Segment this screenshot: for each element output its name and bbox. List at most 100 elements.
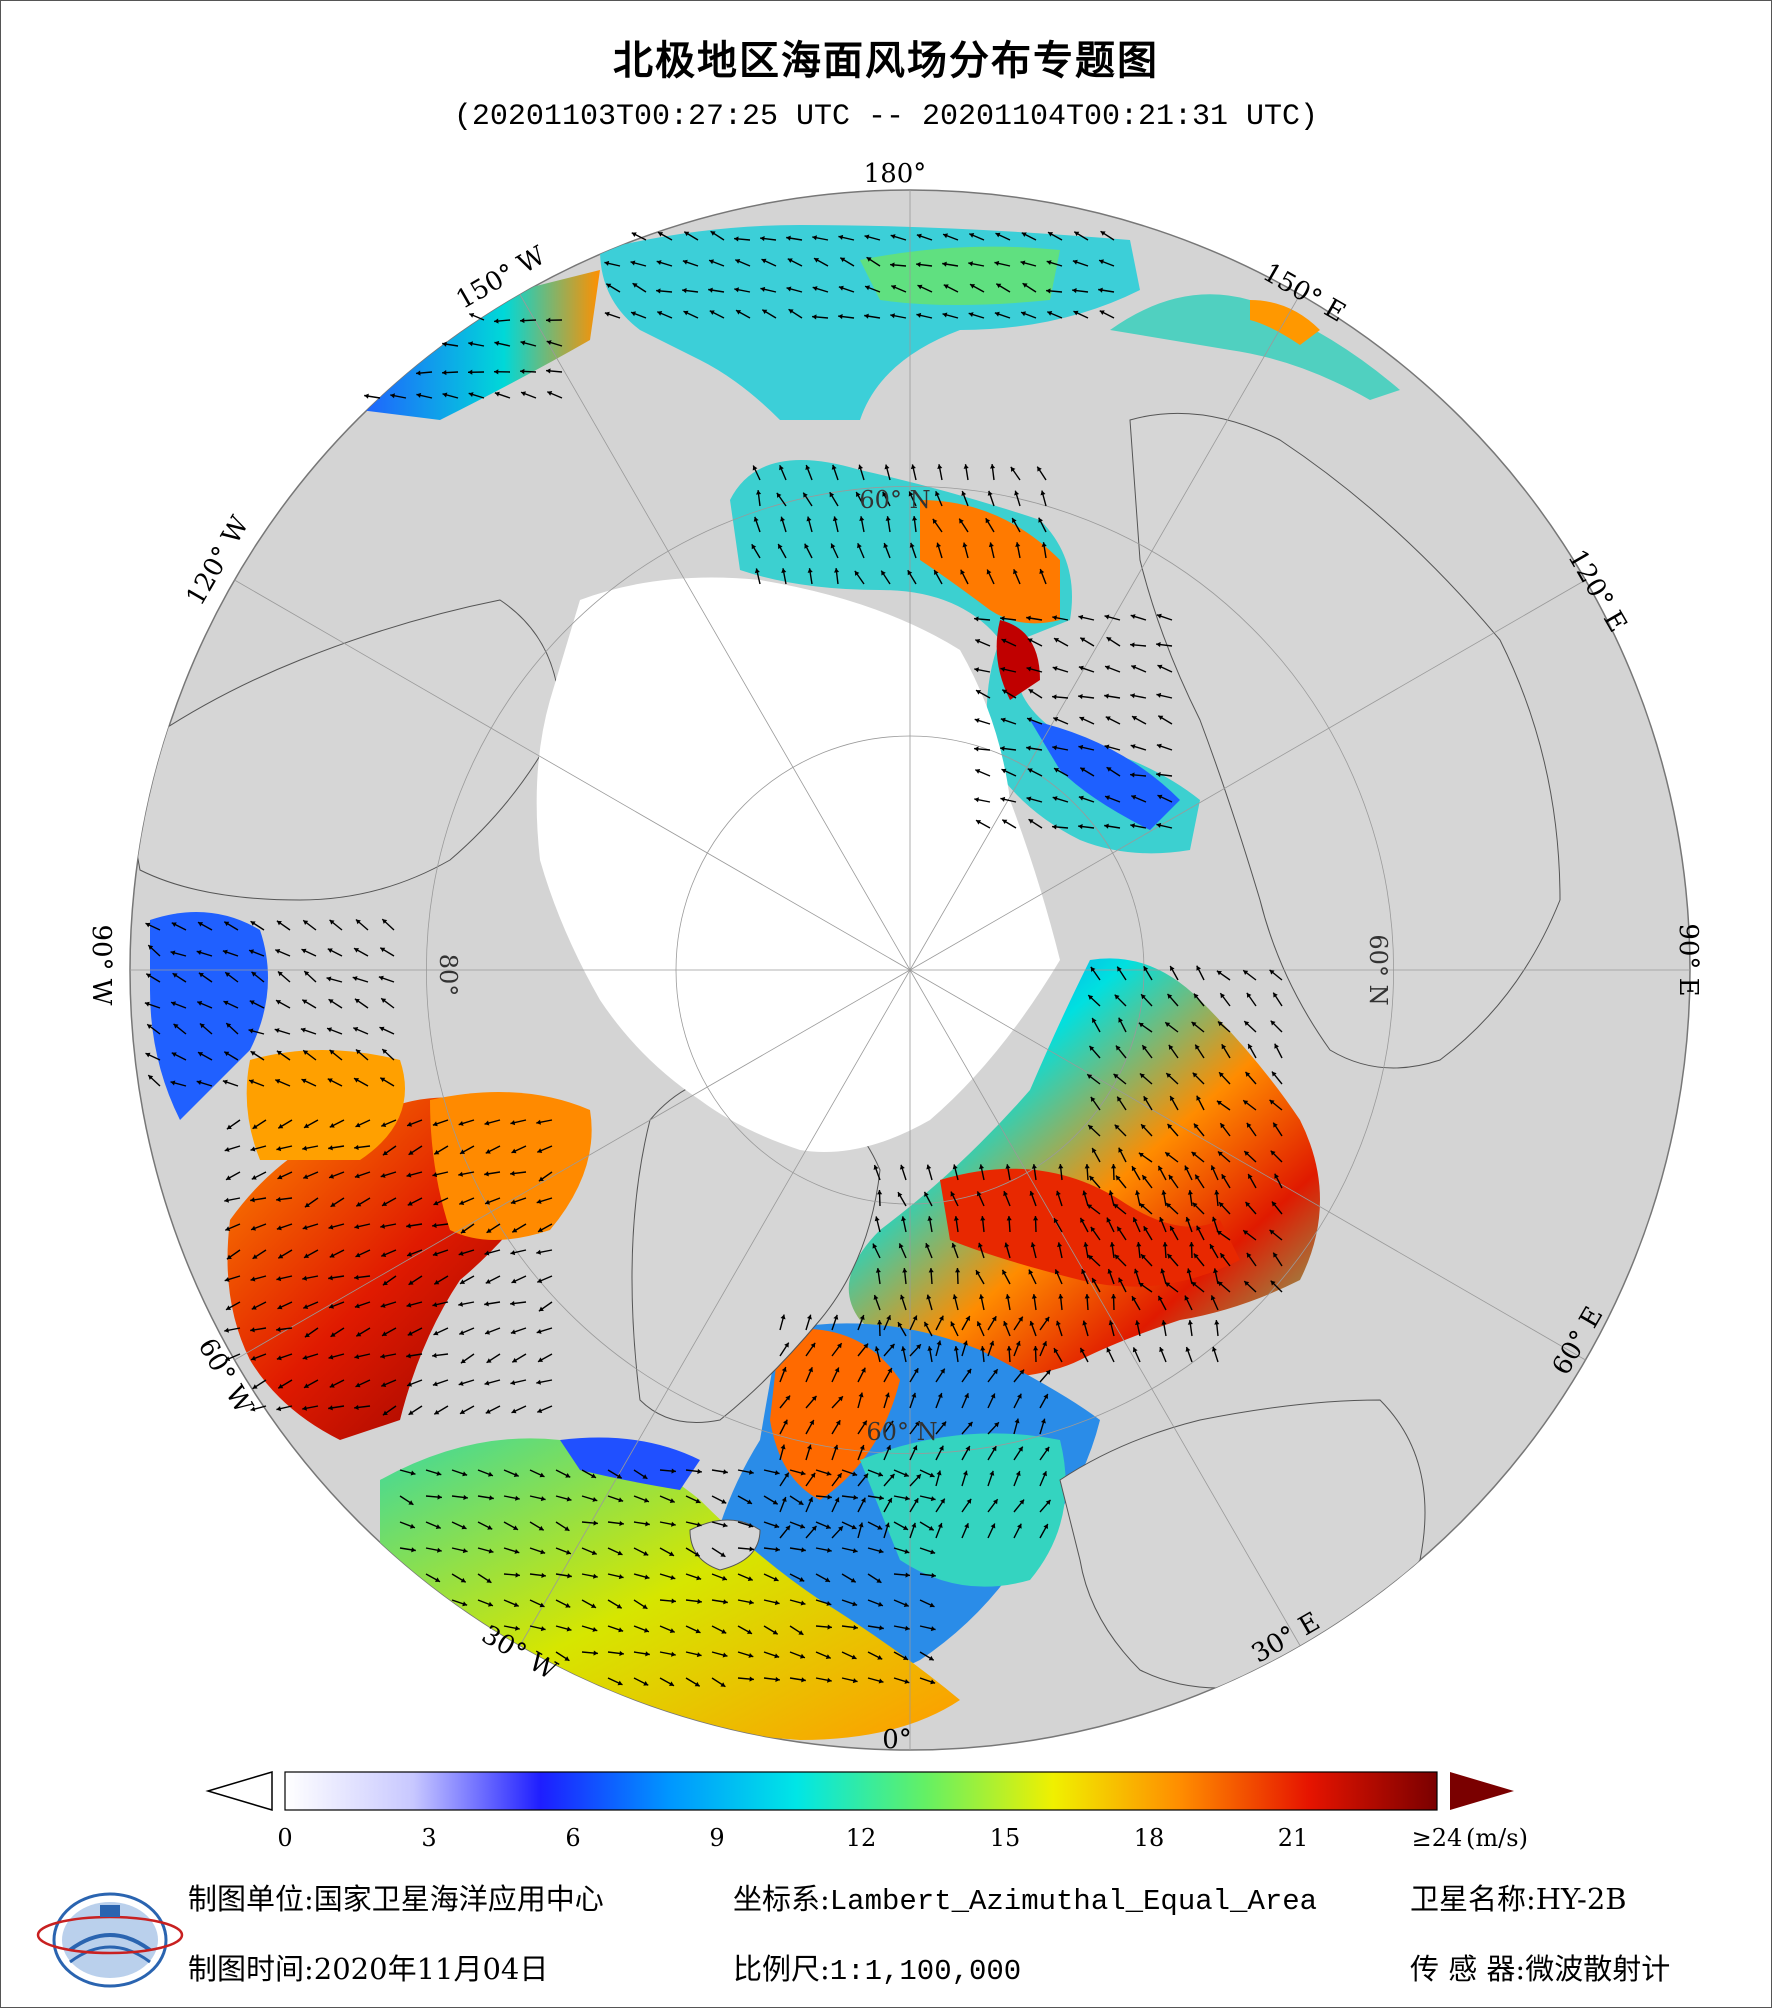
wind-arrow-head bbox=[753, 516, 759, 522]
wind-arrow-head bbox=[1186, 1268, 1192, 1274]
wind-arrow-head bbox=[354, 1224, 360, 1230]
wind-arrow-head bbox=[834, 1497, 840, 1503]
wind-arrow-head bbox=[251, 1305, 257, 1310]
wind-arrow-head bbox=[1018, 1316, 1023, 1322]
wind-arrow-head bbox=[891, 285, 897, 290]
wind-arrow-head bbox=[593, 1573, 598, 1579]
wind-arrow-head bbox=[826, 1600, 832, 1606]
wind-arrow-head bbox=[1131, 1166, 1137, 1172]
wind-arrow-head bbox=[962, 1340, 968, 1346]
wind-arrow-head bbox=[1092, 1018, 1097, 1024]
wind-arrow-head bbox=[564, 1656, 570, 1661]
wind-arrow-head bbox=[511, 1278, 517, 1284]
wind-arrow-head bbox=[1117, 1096, 1122, 1102]
wind-arrow-head bbox=[905, 1572, 910, 1578]
wind-arrow-head bbox=[952, 1294, 958, 1300]
wind-arrow-head bbox=[1170, 1226, 1175, 1232]
wind-arrow-head bbox=[1041, 542, 1047, 547]
wind-arrow-head bbox=[354, 1274, 359, 1280]
wind-arrow-head bbox=[858, 1522, 864, 1528]
wind-arrow-head bbox=[539, 1472, 545, 1478]
wind-arrow-head bbox=[1082, 1320, 1088, 1326]
wind-arrow-head bbox=[1072, 288, 1077, 294]
wind-arrow-head bbox=[748, 1652, 754, 1658]
wind-arrow-head bbox=[1270, 1280, 1276, 1286]
wind-arrow-head bbox=[838, 234, 844, 240]
colorbar-tick: 0 bbox=[277, 1824, 293, 1852]
wind-arrow-head bbox=[565, 1603, 571, 1608]
wind-arrow-head bbox=[903, 1602, 909, 1607]
wind-arrow-head bbox=[604, 260, 610, 266]
wind-arrow-head bbox=[537, 1408, 543, 1413]
meridian-line bbox=[909, 579, 1586, 971]
footer-unit: 制图单位:国家卫星海洋应用中心 bbox=[188, 1882, 604, 1916]
wind-field-kamchatka bbox=[1250, 300, 1320, 345]
wind-arrow-head bbox=[328, 999, 334, 1004]
wind-arrow-head bbox=[924, 1321, 929, 1327]
wind-arrow-head bbox=[829, 492, 835, 498]
wind-arrow-head bbox=[874, 1216, 880, 1222]
wind-arrow-head bbox=[303, 920, 309, 926]
meridian-label-90e: 90° E bbox=[1673, 923, 1703, 996]
wind-arrow-head bbox=[327, 1027, 332, 1033]
wind-arrow-head bbox=[1216, 970, 1222, 976]
wind-arrow-head bbox=[885, 516, 891, 521]
wind-arrow-head bbox=[354, 1144, 359, 1150]
wind-arrow-head bbox=[1143, 1226, 1149, 1232]
wind-arrow-head bbox=[251, 1225, 256, 1231]
wind-arrow-head bbox=[407, 1331, 413, 1336]
wind-arrow-head bbox=[1083, 1242, 1089, 1247]
wind-arrow-head bbox=[752, 465, 758, 471]
wind-arrow-head bbox=[926, 1164, 932, 1170]
wind-arrow-head bbox=[936, 1340, 942, 1346]
wind-arrow-head bbox=[836, 1343, 842, 1349]
wind-arrow-head bbox=[977, 1242, 983, 1248]
wind-arrow-head bbox=[749, 1676, 754, 1682]
wind-arrow-head bbox=[962, 542, 968, 548]
wind-arrow-head bbox=[302, 999, 308, 1005]
wind-arrow-head bbox=[851, 1524, 857, 1530]
parallel-label-60n-right: 60° N bbox=[1364, 934, 1392, 1005]
wind-arrow-head bbox=[460, 1409, 466, 1414]
wind-arrow-head bbox=[916, 262, 921, 268]
wind-field-bering-core bbox=[860, 246, 1060, 305]
wind-arrow-head bbox=[1006, 1216, 1012, 1221]
wind-arrow-head bbox=[1042, 1341, 1047, 1347]
wind-arrow-head bbox=[992, 1499, 998, 1505]
wind-arrow-head bbox=[326, 976, 332, 982]
wind-arrow-head bbox=[1246, 1252, 1252, 1258]
wind-arrow-head bbox=[1019, 1499, 1025, 1505]
wind-arrow-head bbox=[1274, 1173, 1279, 1179]
wind-arrow-head bbox=[898, 1243, 904, 1249]
wind-arrow-head bbox=[328, 1275, 333, 1281]
wind-arrow-head bbox=[459, 1330, 465, 1335]
wind-arrow-head bbox=[251, 1175, 257, 1180]
wind-arrow-head bbox=[1167, 993, 1173, 999]
wind-arrow-head bbox=[1031, 1164, 1037, 1169]
wind-arrow-head bbox=[781, 1367, 787, 1372]
wind-arrow-head bbox=[838, 285, 844, 291]
wind-arrow-head bbox=[252, 1124, 258, 1129]
wind-arrow-head bbox=[593, 1520, 598, 1526]
wind-arrow-head bbox=[250, 1051, 256, 1056]
wind-arrow-head bbox=[224, 1146, 230, 1152]
colorbar-max-triangle bbox=[1450, 1772, 1514, 1810]
wind-arrow-head bbox=[903, 1472, 909, 1477]
wind-arrow-head bbox=[1029, 1190, 1035, 1196]
wind-arrow-head bbox=[173, 1023, 179, 1029]
wind-arrow-head bbox=[941, 1421, 947, 1427]
wind-arrow-head bbox=[942, 261, 947, 267]
wind-arrow-head bbox=[1053, 1348, 1059, 1354]
wind-arrow-head bbox=[1248, 1174, 1253, 1180]
wind-arrow-head bbox=[1037, 466, 1042, 472]
wind-arrow-head bbox=[249, 1000, 255, 1005]
wind-arrow-head bbox=[806, 1314, 812, 1320]
wind-arrow-head bbox=[864, 234, 870, 240]
wind-arrow-head bbox=[929, 1602, 935, 1608]
wind-arrow-head bbox=[250, 1146, 256, 1152]
wind-arrow-head bbox=[875, 1268, 881, 1273]
wind-arrow-head bbox=[833, 1314, 839, 1320]
wind-arrow-head bbox=[432, 1302, 438, 1308]
wind-arrow-head bbox=[779, 465, 784, 471]
